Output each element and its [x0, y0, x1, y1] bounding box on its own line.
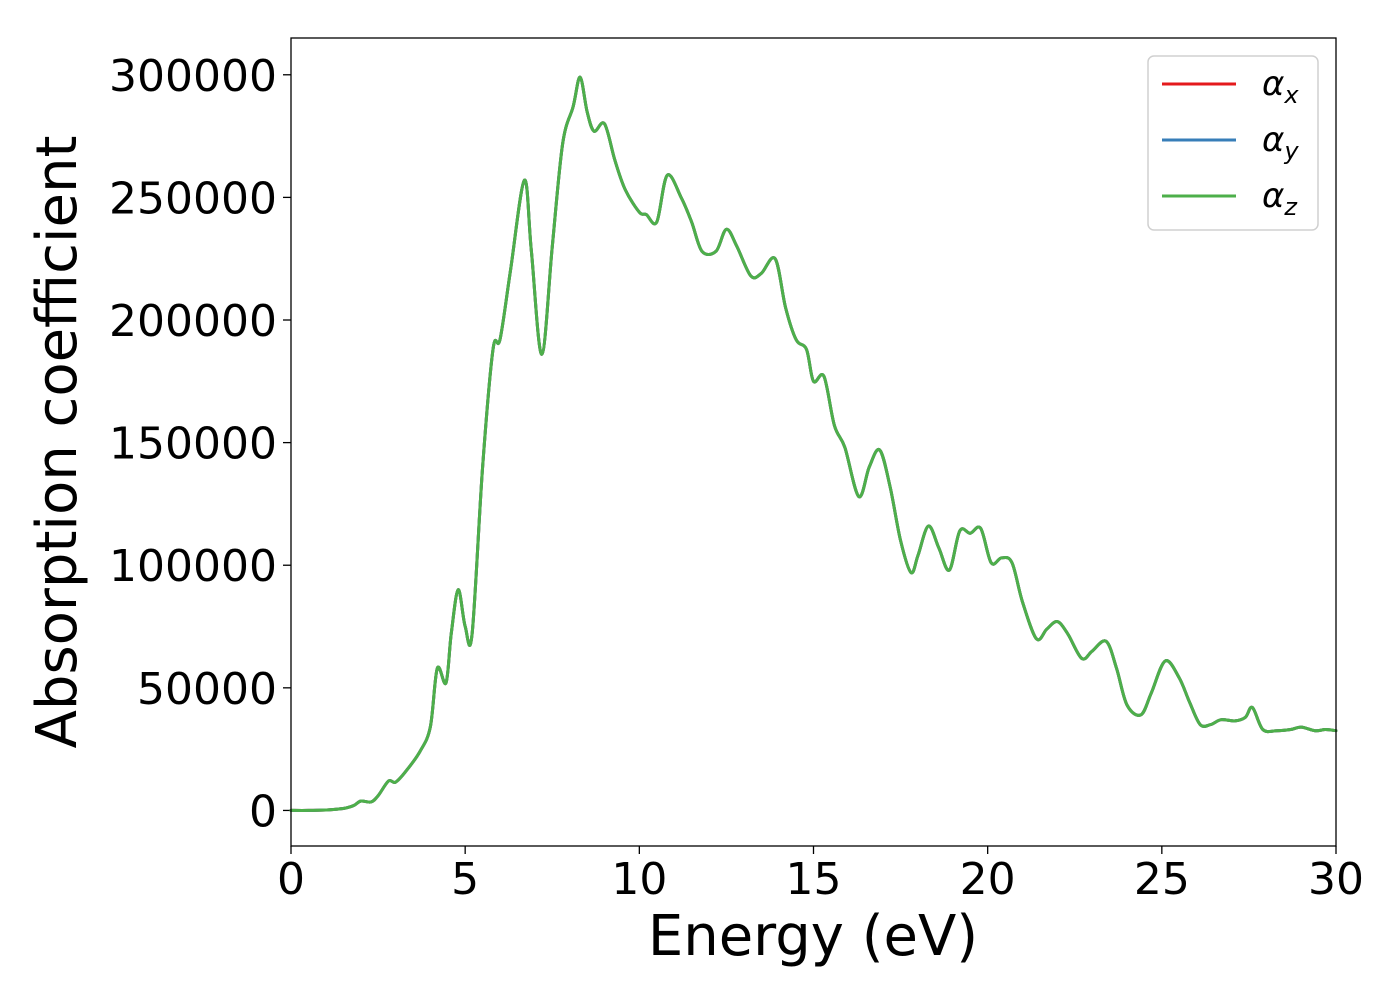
x-tick-label: 15 — [786, 854, 842, 905]
x-axis-ticks: 0 5 10 15 20 25 30 — [277, 846, 1364, 905]
x-tick-label: 30 — [1308, 854, 1364, 905]
x-tick-label: 10 — [611, 854, 667, 905]
y-tick-label: 250000 — [109, 173, 277, 224]
legend-label-z: αz — [1262, 176, 1298, 221]
y-tick-label: 50000 — [137, 664, 277, 715]
series-line-z — [289, 75, 1338, 812]
y-tick-label: 150000 — [109, 419, 277, 470]
y-axis-ticks: 0 50000 100000 150000 200000 250000 300000 — [109, 51, 291, 837]
legend: αx αy αz — [1147, 55, 1319, 231]
y-tick-label: 200000 — [109, 296, 277, 347]
legend-box — [1147, 55, 1319, 231]
x-tick-label: 20 — [960, 854, 1016, 905]
y-tick-label: 100000 — [109, 541, 277, 592]
legend-label-y: αy — [1262, 120, 1299, 165]
x-tick-label: 5 — [451, 854, 479, 905]
y-tick-label: 300000 — [109, 51, 277, 102]
x-tick-label: 25 — [1134, 854, 1190, 905]
x-tick-label: 0 — [277, 854, 305, 905]
y-axis-label: Absorption coefficient — [25, 136, 90, 749]
plot-lines — [289, 75, 1338, 812]
x-axis-label: Energy (eV) — [648, 904, 978, 969]
plot-frame — [290, 37, 1337, 847]
legend-label-x: αx — [1262, 64, 1299, 109]
y-tick-label: 0 — [249, 786, 277, 837]
